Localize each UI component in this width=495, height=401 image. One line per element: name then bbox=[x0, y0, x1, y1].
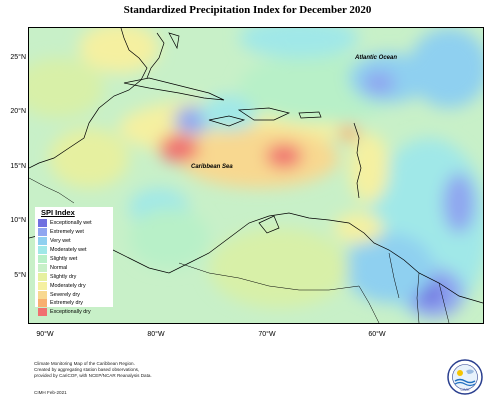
legend-item: Very wet bbox=[38, 237, 113, 246]
footer-line-3: provided by CariCOF, with NCEP/NCAR Rean… bbox=[34, 373, 152, 378]
lat-label-10n: 10°N bbox=[10, 217, 26, 224]
legend-label: Extremely dry bbox=[50, 300, 83, 307]
lat-label-15n: 15°N bbox=[10, 163, 26, 170]
legend-item: Moderately dry bbox=[38, 281, 113, 290]
legend-swatch bbox=[38, 272, 47, 281]
legend-item: Normal bbox=[38, 263, 113, 272]
legend-swatch bbox=[38, 219, 47, 228]
spi-legend: SPI Index Exceptionally wet Extremely wet… bbox=[35, 207, 113, 317]
legend-item: Slightly wet bbox=[38, 255, 113, 264]
legend-item: Extremely wet bbox=[38, 228, 113, 237]
legend-item: Slightly dry bbox=[38, 272, 113, 281]
legend-swatch bbox=[38, 237, 47, 246]
legend-swatch bbox=[38, 255, 47, 263]
spi-field bbox=[29, 28, 483, 318]
legend-label: Exceptionally dry bbox=[50, 309, 91, 316]
legend-item: Exceptionally wet bbox=[38, 219, 113, 228]
legend-label: Moderately wet bbox=[50, 247, 87, 254]
legend-label: Moderately dry bbox=[50, 282, 86, 289]
lon-label-70w: 70°W bbox=[258, 331, 276, 338]
lat-label-20n: 20°N bbox=[10, 108, 26, 115]
caribbean-sea-label: Caribbean Sea bbox=[191, 164, 233, 170]
legend-item: Exceptionally dry bbox=[38, 308, 113, 317]
atlantic-ocean-label: Atlantic Ocean bbox=[355, 55, 398, 61]
lon-label-80w: 80°W bbox=[147, 331, 165, 338]
lon-label-60w: 60°W bbox=[368, 331, 386, 338]
legend-swatch bbox=[38, 308, 47, 317]
map-title: Standardized Precipitation Index for Dec… bbox=[123, 4, 372, 16]
legend-label: Slightly wet bbox=[50, 256, 78, 262]
footer-line-1: Climate Monitoring Map of the Caribbean … bbox=[34, 361, 135, 366]
lon-label-90w: 90°W bbox=[36, 331, 54, 338]
logo-text: CIMH bbox=[461, 388, 470, 392]
legend-label: Extremely wet bbox=[50, 229, 84, 236]
cimh-logo-icon: CIMH bbox=[446, 358, 484, 396]
footer-description: Climate Monitoring Map of the Caribbean … bbox=[34, 361, 234, 379]
legend-label: Normal bbox=[50, 264, 68, 271]
legend-swatch bbox=[38, 290, 47, 299]
legend-item: Extremely dry bbox=[38, 299, 113, 308]
legend-swatch bbox=[38, 263, 47, 272]
legend-swatch bbox=[38, 228, 47, 237]
legend-swatch bbox=[38, 299, 47, 308]
legend-label: Exceptionally wet bbox=[50, 220, 92, 227]
lat-label-25n: 25°N bbox=[10, 54, 26, 61]
legend-label: Severely dry bbox=[50, 291, 80, 298]
lat-label-5n: 5°N bbox=[14, 272, 26, 279]
legend-item: Severely dry bbox=[38, 290, 113, 299]
footer-line-2: Created by aggregating station based obs… bbox=[34, 367, 140, 372]
legend-item: Moderately wet bbox=[38, 246, 113, 255]
legend-title: SPI Index bbox=[41, 208, 75, 217]
legend-label: Very wet bbox=[50, 238, 71, 245]
borders bbox=[29, 177, 450, 323]
legend-swatch bbox=[38, 246, 47, 255]
legend-swatch bbox=[38, 281, 47, 290]
legend-label: Slightly dry bbox=[50, 273, 77, 280]
footer-credit: CIMH Feb-2021 bbox=[34, 390, 67, 395]
